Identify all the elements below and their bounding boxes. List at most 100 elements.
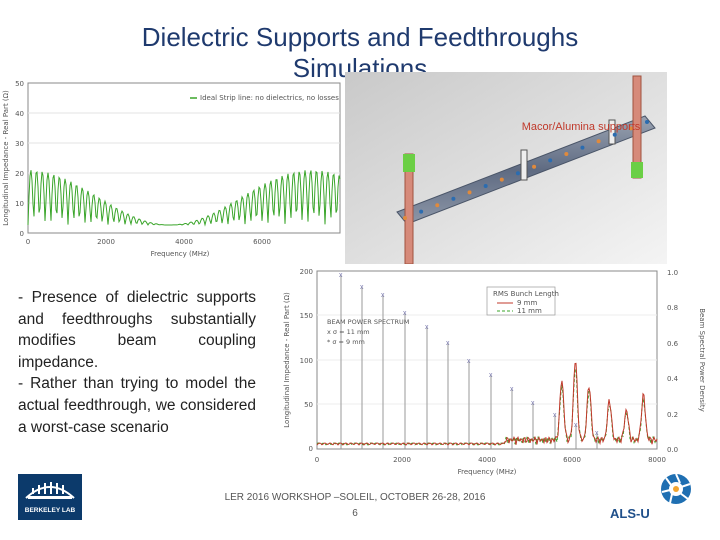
ytick-label: 0	[20, 230, 24, 238]
xtick-label: 4000	[478, 456, 496, 464]
als-u-text: ALS-U	[610, 506, 650, 521]
y-axis-label-right: Beam Spectral Power Density	[698, 308, 706, 412]
xtick-label: 0	[315, 456, 319, 464]
beam-marker	[483, 184, 488, 188]
beam-marker	[499, 177, 504, 182]
support-cap-right-bottom	[631, 162, 643, 178]
ytick-left: 150	[300, 312, 313, 320]
ytick-label: 30	[15, 140, 24, 148]
beam-marker	[532, 164, 537, 169]
support-cap-left-top	[403, 154, 415, 172]
xtick-label: 4000	[175, 238, 193, 246]
berkeley-lab-text: BERKELEY LAB	[24, 507, 76, 514]
ytick-left: 0	[309, 445, 313, 453]
feedthrough	[520, 149, 528, 181]
x-axis-label: Frequency (MHz)	[458, 468, 517, 476]
xtick-label: 0	[26, 238, 30, 246]
bullet-2: - Rather than trying to model the actual…	[18, 375, 256, 436]
ytick-label: 20	[15, 170, 24, 178]
y-axis-label-left: Longitudinal Impedance - Real Part (Ω)	[283, 292, 291, 428]
xtick-label: 6000	[253, 238, 271, 246]
ytick-right: 0.6	[667, 340, 679, 348]
ideal-stripline-plot: Ideal Strip line: no dielectrics, no los…	[0, 78, 345, 263]
beam-marker	[515, 171, 520, 176]
beam-spectrum-lines: x x x x x x x x x x x x x	[339, 272, 599, 449]
ytick-left: 200	[300, 268, 313, 276]
footer-conference: LER 2016 WORKSHOP –SOLEIL, OCTOBER 26-28…	[224, 492, 486, 503]
legend-series-9mm: 9 mm	[517, 299, 537, 307]
x-tick-labels: 0 2000 4000 6000	[26, 238, 271, 246]
xtick-label: 2000	[393, 456, 411, 464]
legend-title: RMS Bunch Length	[493, 290, 559, 298]
ytick-label: 40	[15, 110, 24, 118]
xtick-label: 6000	[563, 456, 581, 464]
beam-marker	[580, 145, 585, 150]
model-background	[345, 72, 667, 264]
spectrum-annotation-title: BEAM POWER SPECTRUM	[327, 318, 409, 326]
beam-marker	[628, 126, 633, 131]
bullet-1: - Presence of dielectric supports and fe…	[18, 289, 256, 371]
beam-marker	[548, 158, 553, 163]
legend-series-11mm: 11 mm	[517, 307, 542, 315]
impedance-curve	[27, 170, 341, 227]
spectrum-marker: x	[531, 400, 535, 407]
beam-marker	[435, 203, 440, 208]
supports-annotation: Macor/Alumina supports	[522, 121, 641, 133]
ytick-right: 0.0	[667, 446, 678, 454]
spectrum-marker: x	[381, 292, 385, 299]
spectrum-marker: x	[339, 272, 343, 279]
impedance-spectrum-svg: 200 150 100 50 0 1.0 0.8 0.6 0.4 0.2 0.0…	[283, 268, 706, 476]
spectrum-marker: x	[360, 284, 364, 291]
bullet-text-block: - Presence of dielectric supports and fe…	[18, 287, 256, 438]
ytick-label: 10	[15, 200, 24, 208]
spectrum-marker: x	[467, 358, 471, 365]
spectrum-marker: x	[489, 372, 493, 379]
als-u-logo: ALS-U	[604, 472, 704, 522]
ytick-right: 0.4	[667, 375, 679, 383]
berkeley-lab-building-icon	[25, 482, 75, 499]
y-axis-label: Longitudinal Impedance - Real Part (Ω)	[2, 90, 10, 226]
beam-marker	[467, 190, 472, 195]
beam-markers	[403, 120, 649, 220]
ytick-right: 0.2	[667, 411, 678, 419]
beam-marker	[596, 139, 601, 144]
ytick-left: 50	[304, 401, 313, 409]
spectrum-marker: x	[403, 310, 407, 317]
impedance-curve-11mm	[316, 362, 658, 446]
slide-title: Dielectric Supports and Feedthroughs Sim…	[60, 22, 660, 84]
beam-marker	[419, 209, 424, 214]
beam-marker	[451, 196, 456, 201]
spectrum-marker: x	[553, 412, 557, 419]
spectrum-marker: x	[425, 324, 429, 331]
ideal-stripline-svg: Ideal Strip line: no dielectrics, no los…	[2, 80, 341, 258]
slide-footer: LER 2016 WORKSHOP –SOLEIL, OCTOBER 26-28…	[200, 490, 510, 522]
ytick-right: 0.8	[667, 304, 678, 312]
legend-box	[486, 286, 556, 316]
beam-marker	[645, 120, 649, 124]
spectrum-annotation-line2: * σ = 9 mm	[327, 338, 365, 346]
xtick-label: 8000	[648, 456, 666, 464]
page-number: 6	[352, 508, 358, 519]
xtick-label: 2000	[97, 238, 115, 246]
als-aperture-icon	[661, 473, 691, 504]
beam-marker	[612, 132, 617, 137]
ytick-left: 100	[300, 357, 313, 365]
spectrum-marker: x	[510, 386, 514, 393]
beam-marker	[403, 216, 407, 220]
impedance-spectrum-plot: 200 150 100 50 0 1.0 0.8 0.6 0.4 0.2 0.0…	[275, 265, 715, 480]
spectrum-marker: x	[574, 422, 578, 429]
x-axis-label: Frequency (MHz)	[151, 250, 210, 258]
berkeley-lab-logo: BERKELEY LAB	[18, 474, 82, 520]
spectrum-annotation-line1: x σ = 11 mm	[327, 328, 370, 336]
ytick-label: 50	[15, 80, 24, 88]
spectrum-marker: x	[595, 430, 599, 437]
title-line-1: Dielectric Supports and Feedthroughs	[141, 22, 579, 52]
model-svg: Macor/Alumina supports	[345, 72, 667, 264]
ytick-right: 1.0	[667, 269, 678, 277]
beam-marker	[564, 152, 569, 156]
feedthrough	[608, 119, 616, 145]
grid-lines	[28, 112, 340, 204]
y-tick-labels: 50 40 30 20 10 0	[15, 80, 24, 238]
spectrum-marker: x	[446, 340, 450, 347]
cst-model-view: Macor/Alumina supports	[345, 72, 667, 264]
